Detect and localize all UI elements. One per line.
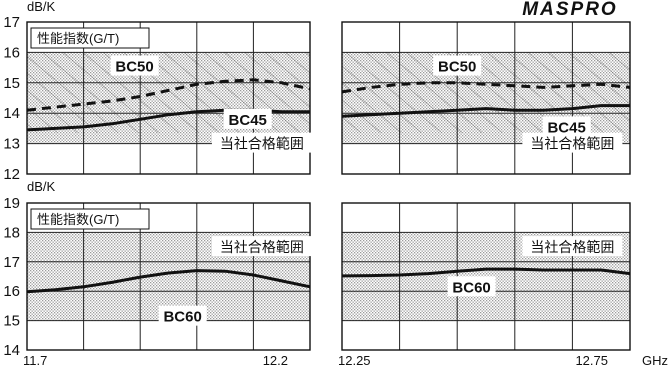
- series-line-bc50: [341, 81, 631, 94]
- series-label-bc50: BC50: [438, 59, 476, 76]
- panel-bottom-right: 12.25 12.75 BC60 当社合格範囲: [338, 202, 631, 368]
- series-line-bc60: [26, 269, 311, 294]
- y-tick-label: 13: [3, 136, 20, 153]
- y-tick-label: 15: [3, 75, 20, 92]
- series-label-bg: [542, 116, 591, 137]
- y-tick-label: 14: [3, 105, 20, 122]
- y-tick-label: 14: [3, 342, 20, 359]
- panel-bottom-left: 14 15 16 17 18 19 11.7 12.2 BC60 当社合格範囲 性能指数(G/T): [3, 195, 312, 368]
- plot-frame: [26, 202, 311, 351]
- band-label: 当社合格範囲: [530, 136, 614, 152]
- band-label: 当社合格範囲: [220, 239, 304, 255]
- series-line-bc50: [26, 78, 311, 112]
- series-label-bc50: BC50: [115, 59, 153, 76]
- panel-top-left: 12 13 14 15 16 17 BC50 BC45 当社合格範囲 性能指数(G/T): [3, 14, 312, 183]
- y-tick-label: 12: [3, 166, 20, 183]
- x-tick-label: 11.7: [23, 353, 47, 368]
- series-label-bc45: BC45: [547, 119, 585, 136]
- y-tick-label: 16: [3, 44, 20, 61]
- series-label-bc60: BC60: [163, 309, 201, 326]
- band-label-bg: [522, 236, 623, 257]
- y-unit-label-top: dB/K: [27, 0, 56, 14]
- series-line-bc45: [341, 104, 630, 118]
- band-label-bg: [522, 132, 623, 153]
- x-tick-label: 12.2: [263, 353, 288, 368]
- series-label-bg: [223, 108, 272, 129]
- plot-frame: [341, 202, 631, 351]
- band-label: 当社合格範囲: [220, 136, 304, 152]
- y-tick-label: 18: [3, 224, 20, 241]
- chart-title-box: [30, 208, 150, 230]
- series-label-bc60: BC60: [452, 279, 490, 296]
- series-label-bg: [110, 55, 159, 76]
- plot-frame: [341, 21, 631, 175]
- y-tick-label: 15: [3, 313, 20, 330]
- y-tick-label: 17: [3, 14, 20, 31]
- x-tick-label: 12.25: [338, 353, 371, 368]
- series-label-bc45: BC45: [229, 112, 267, 129]
- plot-frame: [26, 21, 311, 175]
- series-label-bg: [433, 55, 482, 76]
- y-tick-label: 16: [3, 283, 20, 300]
- frequency-unit-label: GHz: [642, 353, 668, 368]
- y-tick-label: 19: [3, 195, 20, 212]
- series-line-bc60: [341, 267, 631, 278]
- x-tick-label: 12.75: [575, 353, 608, 368]
- band-label-bg: [211, 132, 312, 153]
- y-unit-label-bottom: dB/K: [27, 179, 56, 194]
- band-label: 当社合格範囲: [530, 239, 614, 255]
- band-label-bg: [211, 236, 312, 257]
- series-label-bg: [447, 276, 496, 297]
- y-tick-label: 17: [3, 254, 20, 271]
- chart-title: 性能指数(G/T): [37, 31, 119, 46]
- series-label-bg: [158, 305, 207, 326]
- chart-title-box: [30, 27, 150, 49]
- brand-logo: MASPRO: [522, 0, 617, 20]
- chart-title: 性能指数(G/T): [37, 212, 119, 227]
